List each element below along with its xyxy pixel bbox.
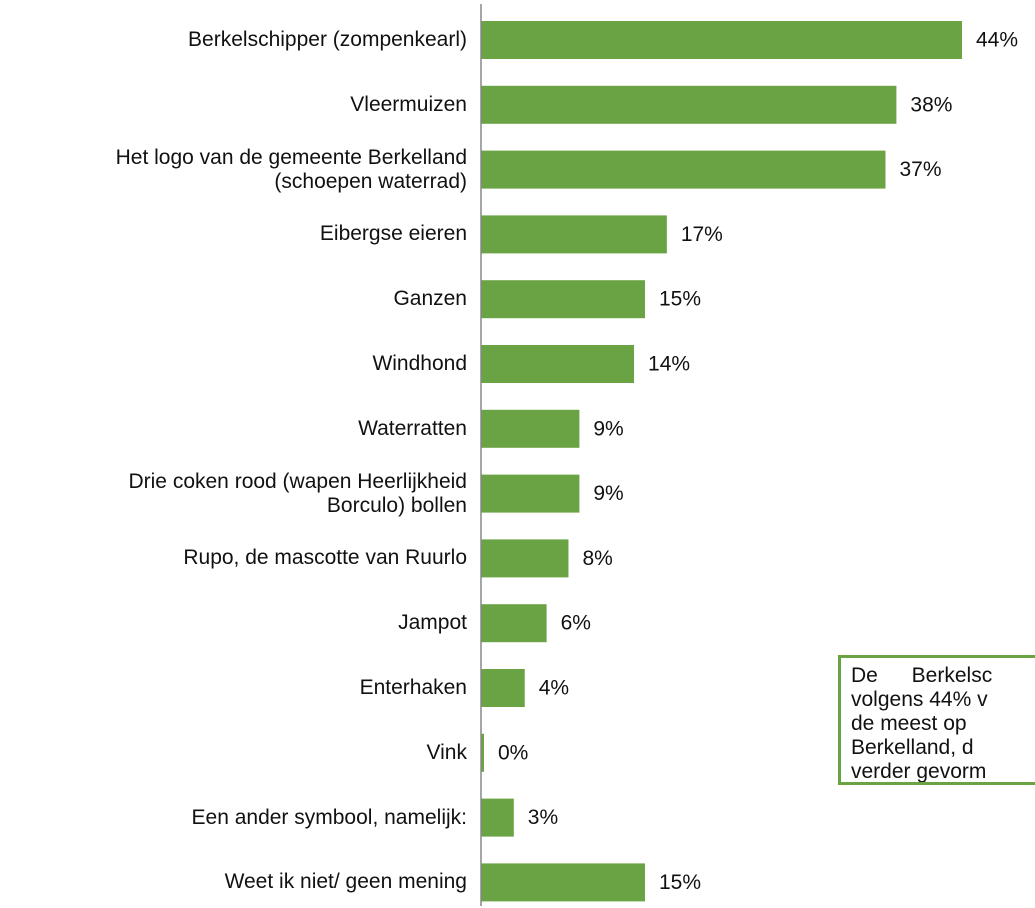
- annotation-line: logo van de ge: [851, 784, 1035, 785]
- value-label: 44%: [976, 29, 1018, 52]
- bar: [481, 474, 580, 513]
- value-label: 17%: [681, 223, 723, 246]
- category-label: Een ander symbool, namelijk:: [191, 805, 467, 829]
- category-label: Vink: [426, 740, 467, 764]
- bar: [481, 539, 569, 578]
- value-label: 3%: [528, 806, 558, 829]
- bar: [481, 85, 897, 124]
- category-label: Drie coken rood (wapen Heerlijkheid Borc…: [128, 469, 467, 517]
- bar: [481, 150, 886, 189]
- value-label: 9%: [593, 482, 623, 505]
- category-label: Rupo, de mascotte van Ruurlo: [183, 546, 467, 570]
- annotation-line: de meest op: [851, 712, 967, 735]
- value-label: 15%: [659, 871, 701, 894]
- value-label: 15%: [659, 288, 701, 311]
- bar: [481, 669, 525, 707]
- category-label: Berkelschipper (zompenkearl): [188, 28, 467, 51]
- annotation-line: De Berkelsc: [851, 664, 993, 687]
- value-label: 14%: [648, 353, 690, 376]
- annotation-line: Berkelland, d: [851, 736, 974, 759]
- category-label: Ganzen: [393, 287, 467, 311]
- bar: [481, 345, 635, 383]
- category-label: Eibergse eieren: [319, 222, 467, 246]
- category-label: Waterratten: [358, 416, 467, 440]
- category-label: Jampot: [398, 611, 467, 635]
- category-label: Weet ik niet/ geen mening: [224, 870, 467, 894]
- bar: [481, 733, 484, 772]
- bar: [481, 280, 645, 319]
- category-label: Enterhaken: [359, 676, 467, 699]
- annotation-box: De Berkelsc volgens 44% v de meest op Berke…: [838, 655, 1035, 785]
- value-label: 38%: [910, 93, 952, 116]
- bar: [481, 215, 667, 254]
- value-label: 0%: [498, 741, 528, 764]
- category-label: Windhond: [372, 352, 467, 375]
- value-label: 4%: [539, 677, 569, 700]
- bar: [481, 604, 547, 643]
- bar: [481, 798, 514, 837]
- annotation-line: volgens 44% v: [851, 688, 988, 711]
- bar: [481, 21, 962, 59]
- bar: [481, 409, 580, 448]
- category-label: Vleermuizen: [350, 92, 467, 116]
- value-label: 8%: [582, 547, 612, 570]
- bar: [481, 863, 645, 902]
- value-label: 6%: [561, 612, 591, 635]
- category-label: Het logo van de gemeente Berkelland (sch…: [115, 145, 467, 193]
- value-label: 9%: [593, 417, 623, 440]
- value-label: 37%: [899, 158, 941, 181]
- annotation-line: verder gevorm: [851, 760, 987, 783]
